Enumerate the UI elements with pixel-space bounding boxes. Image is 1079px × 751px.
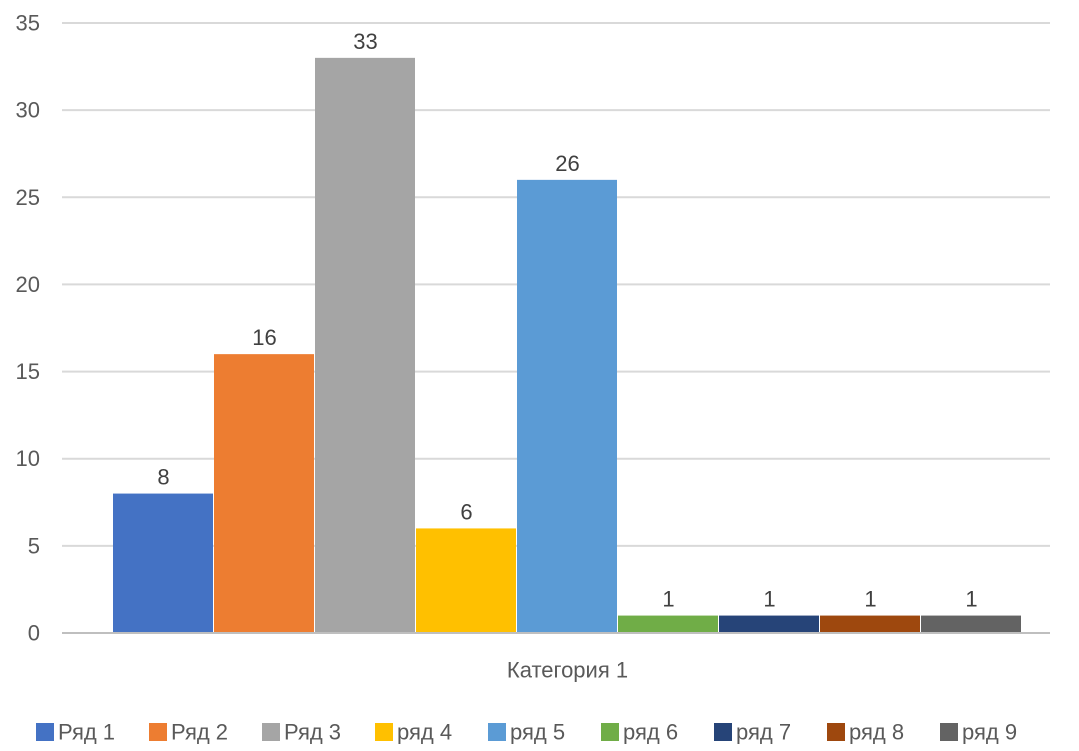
data-label-series-3: 33: [353, 29, 377, 54]
legend-label-series-2[interactable]: Ряд 2: [171, 720, 228, 745]
bar-series-8[interactable]: [820, 615, 920, 633]
legend-swatch-series-5: [488, 723, 506, 741]
data-label-series-4: 6: [460, 499, 472, 524]
data-label-series-9: 1: [965, 587, 977, 612]
y-tick-label: 0: [28, 621, 40, 646]
y-tick-label: 20: [16, 272, 40, 297]
legend-swatch-series-9: [940, 723, 958, 741]
data-label-series-5: 26: [555, 151, 579, 176]
legend-label-series-4[interactable]: ряд 4: [397, 720, 452, 745]
bar-series-7[interactable]: [719, 615, 819, 633]
legend-label-series-6[interactable]: ряд 6: [623, 720, 678, 745]
legend-swatch-series-4: [375, 723, 393, 741]
y-tick-label: 5: [28, 533, 40, 558]
y-tick-label: 25: [16, 185, 40, 210]
bar-series-3[interactable]: [315, 57, 415, 634]
y-tick-label: 15: [16, 359, 40, 384]
bars: [113, 57, 1021, 634]
legend-label-series-9[interactable]: ряд 9: [962, 720, 1017, 745]
legend-label-series-3[interactable]: Ряд 3: [284, 720, 341, 745]
legend-swatch-series-3: [262, 723, 280, 741]
bar-series-4[interactable]: [416, 528, 516, 633]
y-tick-label: 35: [16, 11, 40, 36]
legend-label-series-5[interactable]: ряд 5: [510, 720, 565, 745]
data-label-series-1: 8: [157, 465, 169, 490]
legend-swatch-series-7: [714, 723, 732, 741]
data-labels: 8 16 33 6 26 1 1 1 1: [157, 29, 977, 612]
legend-swatch-series-1: [36, 723, 54, 741]
legend-label-series-7[interactable]: ряд 7: [736, 720, 791, 745]
data-label-series-7: 1: [763, 587, 775, 612]
bar-series-6[interactable]: [618, 615, 718, 633]
legend-swatch-series-8: [827, 723, 845, 741]
y-tick-label: 10: [16, 446, 40, 471]
data-label-series-8: 1: [864, 587, 876, 612]
bar-series-5[interactable]: [517, 179, 617, 633]
data-label-series-6: 1: [662, 587, 674, 612]
bar-series-2[interactable]: [214, 354, 314, 633]
legend-swatch-series-2: [149, 723, 167, 741]
legend-label-series-1[interactable]: Ряд 1: [58, 720, 115, 745]
x-category-label: Категория 1: [507, 658, 628, 683]
bar-series-1[interactable]: [113, 493, 213, 633]
legend-swatch-series-6: [601, 723, 619, 741]
legend[interactable]: Ряд 1 Ряд 2 Ряд 3 ряд 4 ряд 5 ряд 6 ряд 7 ряд 8…: [36, 720, 1017, 745]
y-axis: 0 5 10 15 20 25 30 35: [16, 11, 40, 646]
legend-label-series-8[interactable]: ряд 8: [849, 720, 904, 745]
data-label-series-2: 16: [252, 325, 276, 350]
bar-series-9[interactable]: [921, 615, 1021, 633]
x-axis: Категория 1: [507, 658, 628, 683]
y-tick-label: 30: [16, 98, 40, 123]
